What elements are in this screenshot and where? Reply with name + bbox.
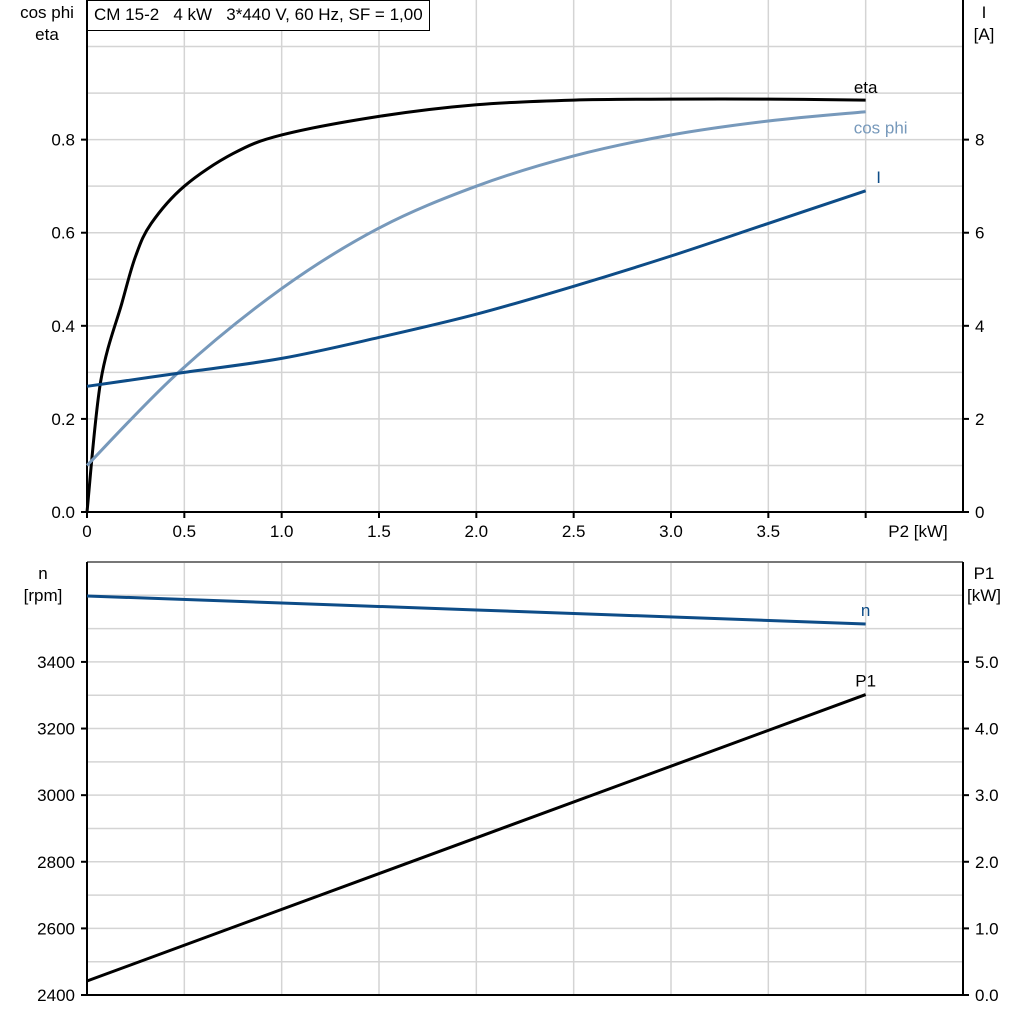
y-tick-label-right: 6 [975,224,984,243]
y-tick-label-left: 2600 [37,919,75,938]
y-axis-label-right: P1 [974,564,995,583]
y-tick-label-right: 1.0 [975,919,999,938]
y-axis-label-left: [rpm] [24,586,63,605]
series-label-I: I [876,168,881,187]
y-tick-label-left: 3200 [37,720,75,739]
y-tick-label-left: 3400 [37,653,75,672]
x-tick-label: 0.5 [173,522,197,541]
series-line-n [86,594,866,626]
y-tick-label-left: 2400 [37,986,75,1005]
y-tick-label-right: 3.0 [975,786,999,805]
x-tick-label: 2.5 [562,522,586,541]
y-tick-label-left: 0.8 [51,131,75,150]
x-tick-label: 1.0 [270,522,294,541]
x-tick-label: 3.5 [757,522,781,541]
y-tick-label-left: 0.0 [51,503,75,522]
y-tick-label-right: 4.0 [975,720,999,739]
y-axis-label-right: [kW] [967,586,1001,605]
y-tick-label-right: 8 [975,131,984,150]
y-axis-label-left: eta [35,25,59,44]
y-axis-label-left: n [38,564,47,583]
y-tick-label-right: 2 [975,410,984,429]
y-axis-label-right: I [982,3,987,22]
series-line-cos-phi [85,110,866,467]
series-label-n: n [861,601,870,620]
x-tick-label: 2.0 [465,522,489,541]
y-tick-label-right: 4 [975,317,984,336]
y-axis-label-right: [A] [974,25,995,44]
series-line-P1 [86,693,867,983]
y-tick-label-right: 5.0 [975,653,999,672]
y-axis-label-left: cos phi [20,3,74,22]
y-tick-label-right: 0 [975,503,984,522]
y-tick-label-left: 0.4 [51,317,75,336]
x-tick-label: 1.5 [367,522,391,541]
chart-title: CM 15-2 4 kW 3*440 V, 60 Hz, SF = 1,00 [87,0,430,31]
x-tick-label: 0 [82,522,91,541]
y-tick-label-left: 2800 [37,853,75,872]
y-tick-label-right: 2.0 [975,853,999,872]
series-label-cos-phi: cos phi [854,119,908,138]
x-tick-label: 3.0 [659,522,683,541]
series-label-eta: eta [854,78,878,97]
series-label-P1: P1 [855,672,876,691]
series-line-I [86,189,867,388]
y-tick-label-left: 3000 [37,786,75,805]
y-tick-label-left: 0.2 [51,410,75,429]
y-tick-label-left: 0.6 [51,224,75,243]
y-tick-label-right: 0.0 [975,986,999,1005]
x-axis-label: P2 [kW] [888,522,948,541]
series-line-eta [85,97,866,513]
